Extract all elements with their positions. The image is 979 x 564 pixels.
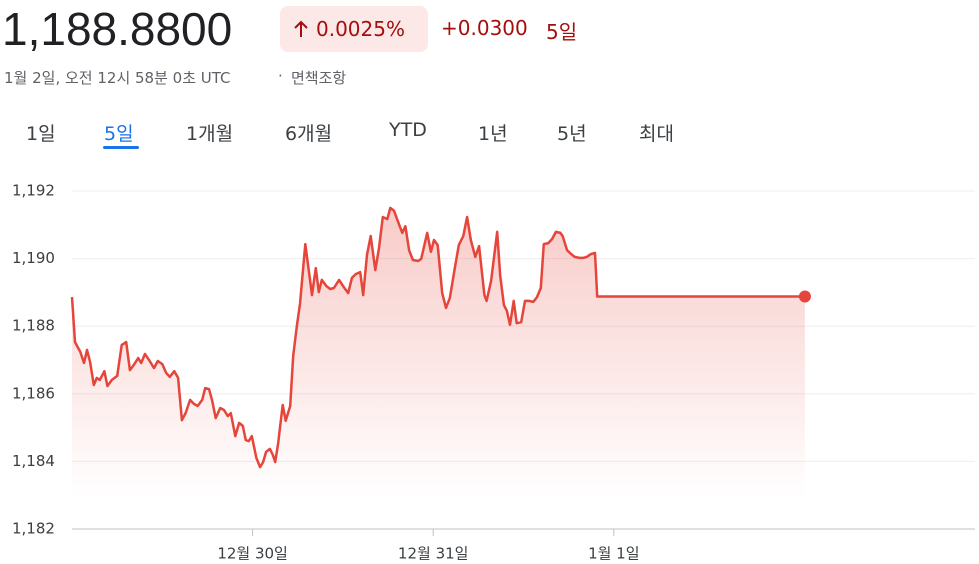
change-period: 5일 — [546, 20, 578, 44]
y-tick-label: 1,186 — [12, 384, 55, 402]
y-tick-label: 1,190 — [12, 249, 55, 267]
active-tab-underline — [103, 146, 139, 149]
y-tick-label: 1,184 — [12, 452, 55, 470]
range-tab[interactable]: YTD — [389, 119, 427, 141]
x-tick-label: 12월 30일 — [217, 545, 288, 563]
change-badge — [280, 6, 428, 52]
disclaimer-link[interactable]: 면책조항 — [291, 69, 347, 87]
x-tick-label: 1월 1일 — [588, 545, 639, 563]
change-value: +0.0300 — [441, 16, 528, 40]
x-tick-label: 12월 31일 — [398, 545, 469, 563]
y-tick-label: 1,182 — [12, 520, 55, 538]
area — [72, 207, 805, 529]
separator: · — [278, 67, 283, 85]
range-tab[interactable]: 최대 — [639, 123, 674, 145]
range-tab[interactable]: 1개월 — [186, 123, 234, 145]
range-tab[interactable]: 1년 — [478, 123, 508, 145]
timestamp: 1월 2일, 오전 12시 58분 0초 UTC — [4, 69, 231, 87]
range-tab[interactable]: 1일 — [26, 123, 56, 145]
y-tick-label: 1,192 — [12, 182, 55, 200]
price: 1,188.8800 — [2, 3, 233, 55]
y-tick-label: 1,188 — [12, 317, 55, 335]
last-point — [798, 290, 811, 303]
range-tab[interactable]: 6개월 — [285, 123, 333, 145]
up-arrow — [294, 20, 308, 37]
range-tab[interactable]: 5년 — [557, 123, 587, 145]
line — [70, 206, 805, 469]
change-percent: 0.0025% — [316, 17, 405, 41]
range-tab[interactable]: 5일 — [104, 123, 134, 145]
